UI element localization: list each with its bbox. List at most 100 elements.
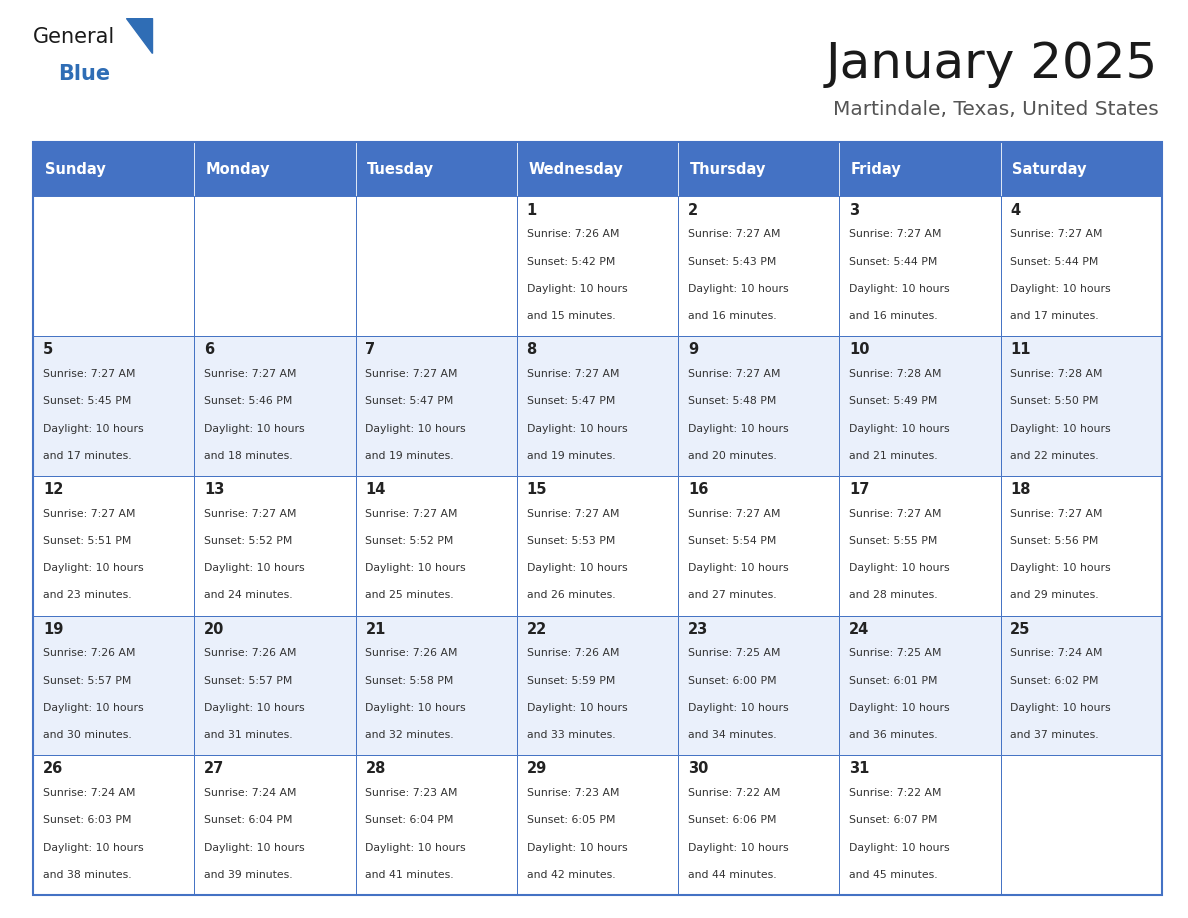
Text: Daylight: 10 hours: Daylight: 10 hours — [43, 843, 144, 853]
Text: and 30 minutes.: and 30 minutes. — [43, 730, 132, 740]
Bar — [33, 142, 195, 196]
Text: Daylight: 10 hours: Daylight: 10 hours — [366, 564, 466, 573]
Text: Sunrise: 7:26 AM: Sunrise: 7:26 AM — [43, 648, 135, 658]
Text: Sunrise: 7:24 AM: Sunrise: 7:24 AM — [204, 789, 297, 798]
Text: Sunset: 5:55 PM: Sunset: 5:55 PM — [849, 536, 937, 546]
Text: Sunrise: 7:27 AM: Sunrise: 7:27 AM — [366, 509, 457, 519]
Text: Daylight: 10 hours: Daylight: 10 hours — [849, 423, 949, 433]
Text: 13: 13 — [204, 482, 225, 497]
Text: and 34 minutes.: and 34 minutes. — [688, 730, 777, 740]
Text: Sunrise: 7:27 AM: Sunrise: 7:27 AM — [849, 509, 942, 519]
Text: Thursday: Thursday — [689, 162, 766, 177]
Text: 21: 21 — [366, 621, 386, 637]
Text: Daylight: 10 hours: Daylight: 10 hours — [204, 564, 305, 573]
Text: Daylight: 10 hours: Daylight: 10 hours — [1010, 423, 1111, 433]
Text: and 38 minutes.: and 38 minutes. — [43, 870, 132, 879]
Text: Daylight: 10 hours: Daylight: 10 hours — [1010, 564, 1111, 573]
Text: 27: 27 — [204, 761, 225, 777]
Text: and 26 minutes.: and 26 minutes. — [526, 590, 615, 600]
Text: 12: 12 — [43, 482, 63, 497]
Text: Sunrise: 7:28 AM: Sunrise: 7:28 AM — [1010, 369, 1102, 379]
Bar — [33, 616, 195, 756]
Text: 6: 6 — [204, 342, 214, 357]
Text: Sunset: 5:49 PM: Sunset: 5:49 PM — [849, 397, 937, 407]
Text: Sunset: 5:42 PM: Sunset: 5:42 PM — [526, 256, 615, 266]
Text: Daylight: 10 hours: Daylight: 10 hours — [526, 423, 627, 433]
Text: Saturday: Saturday — [1012, 162, 1086, 177]
Text: 2: 2 — [688, 203, 699, 218]
Bar — [195, 756, 355, 895]
Text: Daylight: 10 hours: Daylight: 10 hours — [43, 703, 144, 713]
Text: 7: 7 — [366, 342, 375, 357]
Text: and 16 minutes.: and 16 minutes. — [849, 311, 937, 321]
Text: Sunset: 5:57 PM: Sunset: 5:57 PM — [204, 676, 292, 686]
Text: Sunset: 5:46 PM: Sunset: 5:46 PM — [204, 397, 292, 407]
Text: Sunset: 6:02 PM: Sunset: 6:02 PM — [1010, 676, 1099, 686]
Text: 1: 1 — [526, 203, 537, 218]
Text: Daylight: 10 hours: Daylight: 10 hours — [849, 564, 949, 573]
Text: Daylight: 10 hours: Daylight: 10 hours — [688, 703, 789, 713]
Text: and 19 minutes.: and 19 minutes. — [366, 451, 454, 461]
Text: Tuesday: Tuesday — [367, 162, 434, 177]
Bar — [355, 756, 517, 895]
Bar — [517, 756, 678, 895]
Text: Daylight: 10 hours: Daylight: 10 hours — [43, 564, 144, 573]
Bar — [1000, 142, 1162, 196]
Bar — [840, 476, 1000, 616]
Text: 5: 5 — [43, 342, 53, 357]
Text: Sunset: 5:59 PM: Sunset: 5:59 PM — [526, 676, 615, 686]
Text: Daylight: 10 hours: Daylight: 10 hours — [204, 843, 305, 853]
Bar — [517, 616, 678, 756]
Bar — [1000, 476, 1162, 616]
Text: Sunset: 5:58 PM: Sunset: 5:58 PM — [366, 676, 454, 686]
Text: 31: 31 — [849, 761, 870, 777]
Text: Sunrise: 7:27 AM: Sunrise: 7:27 AM — [204, 369, 297, 379]
Text: 15: 15 — [526, 482, 548, 497]
Text: 23: 23 — [688, 621, 708, 637]
Text: and 17 minutes.: and 17 minutes. — [1010, 311, 1099, 321]
Text: Sunrise: 7:26 AM: Sunrise: 7:26 AM — [366, 648, 457, 658]
Text: 18: 18 — [1010, 482, 1031, 497]
Text: Sunrise: 7:27 AM: Sunrise: 7:27 AM — [688, 230, 781, 240]
Text: Daylight: 10 hours: Daylight: 10 hours — [204, 703, 305, 713]
Text: Sunrise: 7:27 AM: Sunrise: 7:27 AM — [526, 369, 619, 379]
Bar — [33, 476, 195, 616]
Bar — [355, 142, 517, 196]
Bar — [33, 196, 195, 336]
Text: Daylight: 10 hours: Daylight: 10 hours — [526, 843, 627, 853]
Text: Sunrise: 7:27 AM: Sunrise: 7:27 AM — [688, 369, 781, 379]
Text: 8: 8 — [526, 342, 537, 357]
Text: 22: 22 — [526, 621, 546, 637]
Text: 3: 3 — [849, 203, 859, 218]
Text: Daylight: 10 hours: Daylight: 10 hours — [366, 423, 466, 433]
Text: and 17 minutes.: and 17 minutes. — [43, 451, 132, 461]
Text: Daylight: 10 hours: Daylight: 10 hours — [849, 843, 949, 853]
Text: Sunrise: 7:27 AM: Sunrise: 7:27 AM — [43, 369, 135, 379]
Text: Daylight: 10 hours: Daylight: 10 hours — [526, 703, 627, 713]
Text: Sunset: 6:00 PM: Sunset: 6:00 PM — [688, 676, 777, 686]
Text: General: General — [33, 28, 115, 47]
Bar — [1000, 336, 1162, 476]
Text: Sunset: 5:48 PM: Sunset: 5:48 PM — [688, 397, 776, 407]
Text: and 23 minutes.: and 23 minutes. — [43, 590, 132, 600]
Bar — [355, 476, 517, 616]
Text: Sunrise: 7:27 AM: Sunrise: 7:27 AM — [366, 369, 457, 379]
Text: Sunset: 5:44 PM: Sunset: 5:44 PM — [849, 256, 937, 266]
Text: Sunset: 6:04 PM: Sunset: 6:04 PM — [204, 815, 292, 825]
Bar — [195, 616, 355, 756]
Text: and 41 minutes.: and 41 minutes. — [366, 870, 454, 879]
Text: Sunrise: 7:27 AM: Sunrise: 7:27 AM — [204, 509, 297, 519]
Text: 14: 14 — [366, 482, 386, 497]
Bar — [517, 142, 678, 196]
Text: Sunrise: 7:23 AM: Sunrise: 7:23 AM — [366, 789, 457, 798]
Bar — [355, 196, 517, 336]
Text: Sunday: Sunday — [45, 162, 106, 177]
Bar — [355, 616, 517, 756]
Text: Sunset: 6:01 PM: Sunset: 6:01 PM — [849, 676, 937, 686]
Bar — [678, 756, 840, 895]
Text: Sunset: 5:43 PM: Sunset: 5:43 PM — [688, 256, 776, 266]
Bar — [840, 616, 1000, 756]
Text: and 18 minutes.: and 18 minutes. — [204, 451, 292, 461]
Text: Sunset: 5:53 PM: Sunset: 5:53 PM — [526, 536, 615, 546]
Text: Sunrise: 7:28 AM: Sunrise: 7:28 AM — [849, 369, 942, 379]
